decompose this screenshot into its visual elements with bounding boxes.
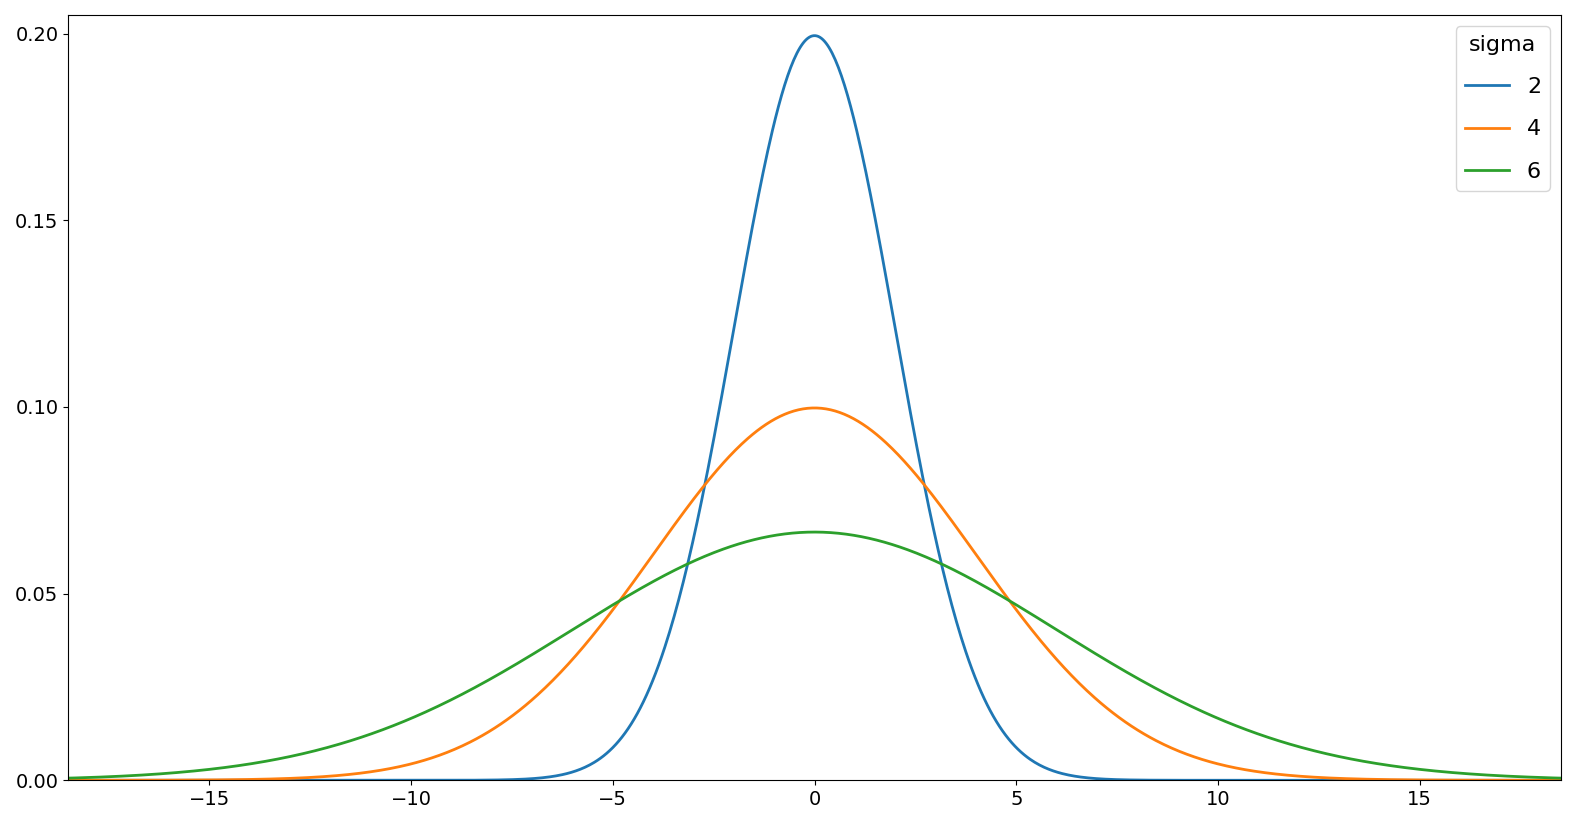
6 — [38, 774, 57, 784]
4 — [38, 775, 57, 785]
4 — [195, 775, 214, 785]
6 — [659, 569, 678, 578]
Line: 6: 6 — [47, 532, 1576, 779]
Line: 2: 2 — [47, 35, 1576, 780]
Legend: 2, 4, 6: 2, 4, 6 — [1456, 26, 1549, 190]
Line: 4: 4 — [47, 408, 1576, 780]
6 — [195, 765, 214, 775]
4 — [1264, 769, 1283, 779]
4 — [714, 458, 733, 468]
6 — [804, 527, 823, 537]
6 — [1264, 734, 1283, 744]
2 — [804, 30, 823, 40]
4 — [659, 529, 678, 539]
2 — [1236, 775, 1254, 785]
2 — [38, 775, 57, 785]
6 — [1092, 653, 1111, 662]
4 — [1236, 765, 1254, 775]
4 — [1571, 775, 1576, 785]
4 — [1092, 700, 1111, 709]
2 — [1092, 774, 1111, 784]
6 — [1236, 724, 1254, 734]
2 — [1571, 775, 1576, 785]
6 — [714, 544, 733, 554]
2 — [1264, 775, 1283, 785]
2 — [195, 775, 214, 785]
2 — [659, 632, 678, 642]
6 — [1571, 774, 1576, 784]
2 — [714, 383, 733, 393]
4 — [804, 403, 823, 413]
